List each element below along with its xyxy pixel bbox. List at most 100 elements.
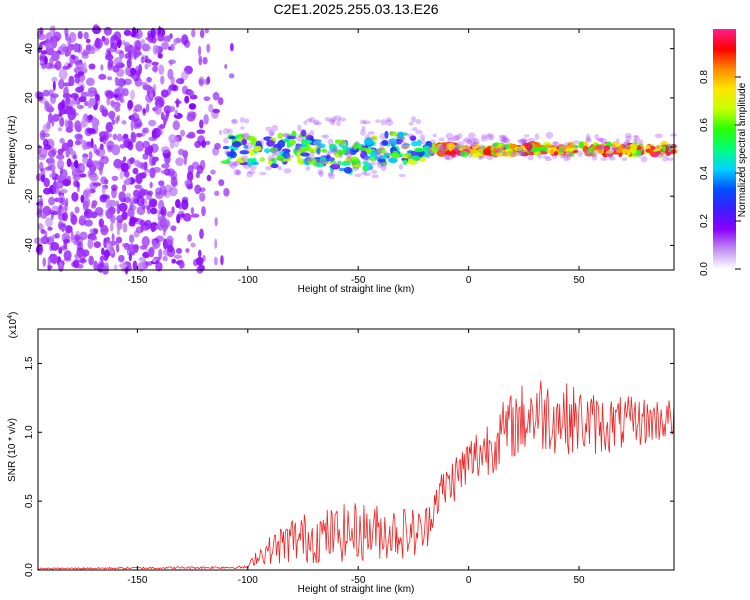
signal-halo-blob: [517, 139, 525, 143]
signal-halo-blob: [334, 161, 340, 168]
signal-blob: [401, 154, 410, 159]
noise-blob: [181, 70, 189, 81]
signal-halo-blob: [327, 150, 334, 155]
signal-halo-blob: [404, 132, 410, 137]
signal-halo-blob: [552, 141, 560, 149]
signal-blob: [401, 145, 410, 149]
noise-blob: [157, 53, 163, 59]
signal-halo-blob: [439, 145, 444, 152]
noise-blob: [169, 106, 176, 112]
noise-blob: [196, 129, 206, 135]
signal-blob: [409, 135, 417, 141]
noise-blob: [206, 43, 211, 53]
noise-blob: [82, 156, 89, 165]
signal-halo-blob: [324, 117, 332, 122]
noise-blob: [128, 252, 132, 262]
signal-blob: [338, 167, 346, 172]
signal-halo-blob: [329, 119, 336, 126]
signal-blob: [243, 144, 249, 149]
signal-halo-blob: [658, 150, 666, 156]
signal-blob: [251, 161, 259, 166]
noise-blob: [88, 63, 96, 70]
signal-halo-blob: [267, 155, 276, 162]
noise-blob: [88, 49, 96, 55]
noise-blob: [187, 234, 193, 242]
noise-blob: [62, 179, 71, 187]
signal-halo-blob: [611, 146, 618, 151]
signal-halo-blob: [444, 153, 451, 161]
noise-blob: [83, 61, 87, 73]
noise-blob: [181, 85, 189, 95]
signal-halo-blob: [460, 144, 465, 150]
noise-blob: [115, 236, 123, 244]
signal-halo-blob: [669, 133, 678, 137]
noise-blob: [134, 184, 142, 190]
signal-halo-blob: [477, 155, 483, 161]
signal-halo-blob: [587, 153, 593, 157]
signal-halo-blob: [393, 140, 401, 146]
noise-blob: [135, 51, 143, 56]
noise-blob: [109, 249, 115, 255]
signal-halo-blob: [269, 130, 275, 136]
noise-blob: [140, 162, 147, 170]
signal-halo-blob: [362, 157, 369, 161]
noise-blob: [141, 129, 146, 137]
signal-blob: [275, 155, 285, 161]
noise-blob: [87, 114, 93, 121]
signal-blob: [363, 137, 374, 146]
noise-blob: [70, 161, 75, 170]
signal-blob: [374, 155, 379, 161]
signal-blob: [236, 157, 246, 164]
noise-blob: [51, 147, 57, 156]
y-tick-label: 1.0: [24, 425, 35, 439]
noise-blob: [107, 59, 114, 68]
signal-halo-blob: [445, 132, 454, 140]
noise-blob: [82, 48, 91, 55]
signal-halo-blob: [371, 174, 379, 179]
signal-halo-blob: [662, 155, 669, 162]
noise-blob: [171, 258, 177, 264]
noise-blob: [224, 64, 228, 69]
signal-halo-blob: [340, 139, 346, 147]
noise-blob: [128, 50, 132, 61]
signal-halo-blob: [272, 149, 281, 155]
signal-halo-blob: [545, 157, 552, 162]
noise-blob: [123, 78, 132, 86]
signal-blob: [384, 130, 389, 139]
signal-halo-blob: [286, 154, 294, 159]
signal-halo-blob: [415, 129, 423, 135]
noise-blob: [100, 224, 109, 236]
signal-halo-blob: [406, 154, 413, 159]
noise-blob: [57, 148, 64, 155]
noise-blob: [147, 190, 154, 196]
signal-halo-blob: [407, 133, 414, 139]
signal-halo-blob: [430, 139, 436, 145]
noise-blob: [87, 87, 97, 93]
y-tick-label: 0.5: [24, 494, 35, 508]
signal-halo-blob: [527, 141, 534, 147]
signal-halo-blob: [637, 139, 644, 145]
signal-halo-blob: [520, 137, 528, 143]
noise-blob: [199, 192, 206, 202]
signal-halo-blob: [375, 154, 384, 161]
noise-blob: [52, 181, 57, 188]
signal-halo-blob: [313, 139, 321, 147]
signal-halo-blob: [655, 145, 661, 149]
noise-blob: [63, 250, 72, 261]
noise-blob: [148, 91, 154, 99]
signal-halo-blob: [600, 157, 608, 161]
noise-blob: [80, 116, 89, 128]
noise-blob: [104, 248, 110, 259]
signal-halo-blob: [456, 141, 464, 145]
signal-blob: [377, 147, 386, 154]
noise-blob: [116, 133, 123, 142]
noise-blob: [199, 228, 204, 240]
signal-blob: [359, 147, 367, 152]
signal-halo-blob: [527, 155, 534, 161]
noise-blob: [95, 37, 101, 48]
signal-halo-blob: [320, 134, 326, 139]
signal-halo-blob: [498, 134, 507, 138]
noise-blob: [92, 235, 98, 241]
noise-blob: [128, 157, 136, 164]
signal-halo-blob: [383, 151, 389, 156]
